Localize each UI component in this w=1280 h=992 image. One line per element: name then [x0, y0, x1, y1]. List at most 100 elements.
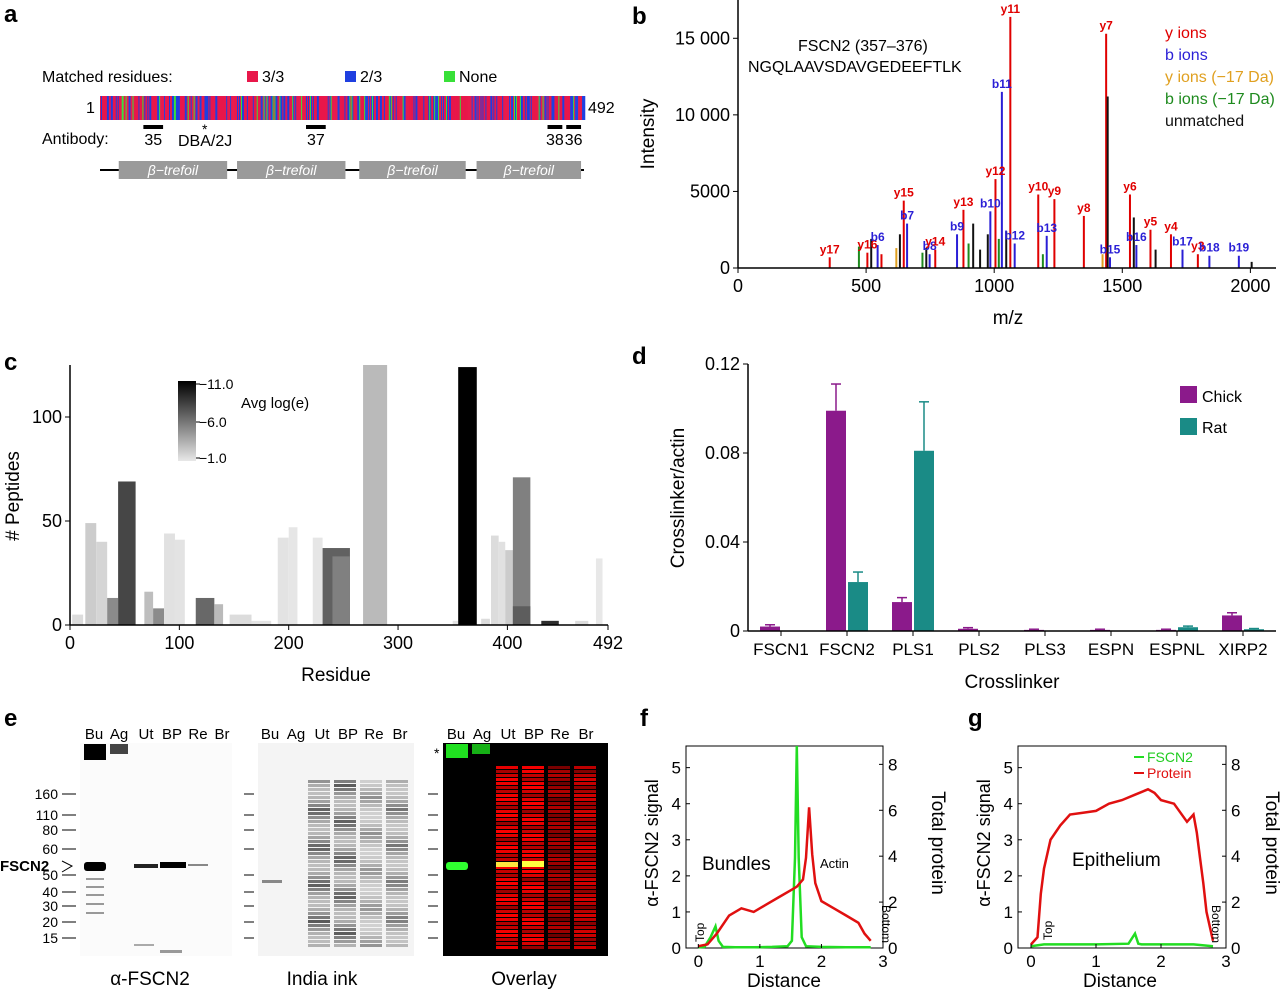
residue-cell [223, 96, 225, 120]
blot-band [522, 782, 544, 785]
residue-cell [496, 96, 498, 120]
antibody-sites: 35 37 38 36 [143, 125, 583, 149]
residue-cell [347, 96, 349, 120]
residue-cell [524, 96, 527, 120]
residue-cell [315, 96, 318, 120]
residue-cell [554, 96, 556, 120]
blot-band [496, 922, 518, 925]
residue-cell [212, 96, 214, 120]
residue-cell [471, 96, 473, 120]
residue-cell [326, 96, 328, 120]
residue-cell [186, 96, 189, 120]
blot-band [386, 924, 408, 927]
residue-cell [136, 96, 138, 120]
residue-cell [128, 96, 130, 120]
residue-cell [239, 96, 242, 120]
fscn2-band-label: FSCN2 [0, 858, 49, 875]
x-tick-label: 1 [755, 952, 764, 971]
residue-cell [508, 96, 510, 120]
residue-cell [324, 96, 327, 120]
residue-cell [353, 96, 355, 120]
residue-cell [317, 96, 320, 120]
residue-cell [475, 96, 477, 120]
residue-cell [474, 96, 476, 120]
c-axis-ticks: 0 100 200 300 400 492 0 50 100 [32, 407, 623, 653]
residue-cell [486, 96, 488, 120]
peak-label: y3 [1191, 239, 1205, 253]
blot-band [496, 890, 518, 893]
blot-band [86, 894, 104, 896]
blot-band [522, 890, 544, 893]
peak-label: y8 [1077, 201, 1091, 215]
g-traces [1030, 787, 1215, 948]
residue-cell [371, 96, 373, 120]
blot-band [522, 846, 544, 849]
y2-tick-label: 0 [888, 939, 897, 958]
residue-cell [166, 96, 168, 120]
residue-cell [447, 96, 450, 120]
residue-cell [250, 96, 253, 120]
antibody-site-bar [143, 125, 164, 129]
blot-band [548, 938, 570, 941]
residue-cell [314, 96, 317, 120]
blot-band [522, 938, 544, 941]
blot-band [574, 902, 596, 905]
lane-label: Re [188, 726, 207, 743]
b-y-tick-label: 10 000 [675, 105, 730, 125]
blot-band [574, 854, 596, 857]
residue-cell [226, 96, 228, 120]
blot-band [496, 898, 518, 901]
g-annotation-epithelium: Epithelium [1072, 850, 1161, 871]
residue-cell [499, 96, 501, 120]
residue-cell [532, 96, 535, 120]
blot-band [496, 854, 518, 857]
blot-band [386, 944, 408, 947]
residue-cell [528, 96, 531, 120]
residue-cell [126, 96, 128, 120]
residue-cell [162, 96, 164, 120]
blot-band [86, 912, 104, 914]
size-marker-label: 160 [35, 786, 59, 802]
residue-cell [377, 96, 380, 120]
blot-band [386, 784, 408, 787]
blot-band [160, 950, 182, 953]
residue-cell [507, 96, 509, 120]
antibody-site-label: 37 [307, 132, 325, 149]
residue-cell [361, 96, 363, 120]
residue-cell [256, 96, 259, 120]
d-x-tick-label: PLS2 [958, 640, 1000, 659]
c-x-tick-label: 492 [593, 633, 623, 653]
colorbar-tick-marks [196, 383, 200, 459]
residue-cell [395, 96, 397, 120]
residue-cell [248, 96, 251, 120]
residue-cell [579, 96, 581, 120]
blot-band [308, 852, 330, 855]
g-annotation-bottom: Bottom [1209, 905, 1223, 943]
residue-cell [452, 96, 455, 120]
domain-box [359, 161, 466, 179]
residue-cell [509, 96, 511, 120]
blot-band [548, 918, 570, 921]
blot-band [496, 826, 518, 829]
residue-cell [548, 96, 550, 120]
residue-cell [325, 96, 328, 120]
residue-cell [451, 96, 454, 120]
residue-cell [364, 96, 366, 120]
residue-cell [332, 96, 334, 120]
blot-band [548, 830, 570, 833]
peak-label: b11 [992, 77, 1012, 91]
blot-band [308, 896, 330, 899]
residue-cell [545, 96, 547, 120]
legend-swatch-3of3 [247, 71, 258, 82]
blot-band [548, 774, 570, 777]
residue-cell [108, 96, 111, 120]
blot-band [522, 894, 544, 897]
residue-cell [385, 96, 388, 120]
blot-band [360, 888, 382, 891]
blot-band [548, 930, 570, 933]
blot-band [308, 940, 330, 943]
lane-label: Br [215, 726, 230, 743]
f-annotation-bundles: Bundles [702, 854, 771, 875]
peak-label: b19 [1229, 241, 1250, 255]
blot-band [548, 786, 570, 789]
